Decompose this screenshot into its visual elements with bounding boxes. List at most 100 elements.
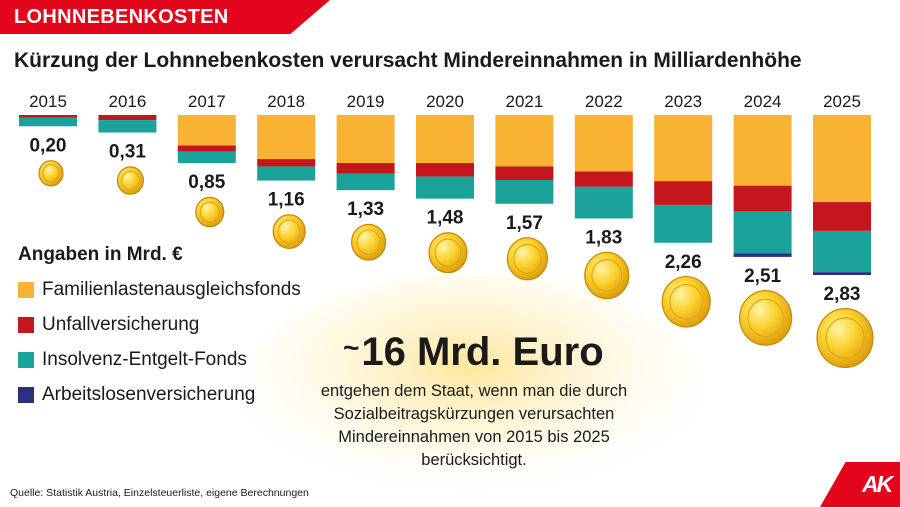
- bar-segment-familienlastenausgleichsfonds: [177, 115, 236, 146]
- bar-segment-unfallversicherung: [813, 202, 871, 231]
- bar-group-2019: 2019 1,33: [336, 92, 395, 261]
- bar-segment-insolvenz-entgelt-fonds: [495, 180, 554, 204]
- ak-logo-text: AK: [862, 471, 893, 497]
- coin-rim: [747, 298, 784, 338]
- bar-segment-insolvenz-entgelt-fonds: [733, 211, 792, 254]
- bar-segment-insolvenz-entgelt-fonds: [813, 230, 871, 273]
- year-label: 2020: [426, 92, 464, 111]
- bar-segment-unfallversicherung: [495, 166, 554, 181]
- bar-group-2022: 2022 1,83: [574, 92, 633, 300]
- bar-segment-insolvenz-entgelt-fonds: [416, 176, 474, 199]
- legend-item-insolvenz-entgelt-fonds: Insolvenz-Entgelt-Fonds: [18, 348, 301, 372]
- bar-segment-unfallversicherung: [416, 163, 474, 177]
- bar-segment-arbeitslosenversicherung: [733, 253, 792, 257]
- bar-segment-familienlastenausgleichsfonds: [257, 115, 316, 160]
- total-label: 2,83: [824, 284, 861, 305]
- legend-title: Angaben in Mrd. €: [18, 244, 183, 265]
- bar-segment-insolvenz-entgelt-fonds: [336, 173, 395, 191]
- summary-glow: [240, 275, 700, 505]
- bar-segment-unfallversicherung: [257, 159, 316, 167]
- legend-label: Arbeitslosenversicherung: [42, 384, 256, 405]
- bar-segment-insolvenz-entgelt-fonds: [574, 186, 633, 219]
- bar-group-2015: 2015 0,20: [19, 92, 77, 187]
- bar-segment-insolvenz-entgelt-fonds: [19, 117, 77, 127]
- bar-segment-familienlastenausgleichsfonds: [495, 115, 554, 167]
- year-label: 2019: [347, 92, 385, 111]
- coin-icon: [816, 308, 874, 369]
- bar-segment-insolvenz-entgelt-fonds: [257, 166, 316, 181]
- bar-segment-familienlastenausgleichsfonds: [336, 115, 395, 164]
- total-label: 0,20: [30, 135, 67, 156]
- total-label: 0,31: [109, 142, 146, 163]
- coin-rim: [513, 243, 542, 274]
- bar-segment-familienlastenausgleichsfonds: [813, 115, 871, 203]
- legend-label: Familienlastenausgleichsfonds: [42, 279, 301, 300]
- bar-group-2016: 2016 0,31: [98, 92, 157, 195]
- bar-segment-unfallversicherung: [336, 163, 395, 174]
- legend-item-familienlastenausgleichsfonds: Familienlastenausgleichsfonds: [18, 278, 301, 302]
- coin-rim: [277, 219, 301, 244]
- ak-logo: AK: [820, 462, 900, 507]
- legend-swatch: [18, 317, 34, 333]
- year-label: 2025: [823, 92, 861, 111]
- coin-icon: [738, 290, 793, 346]
- legend-label: Unfallversicherung: [42, 314, 200, 335]
- coin-rim: [356, 229, 381, 256]
- bar-segment-unfallversicherung: [733, 185, 792, 212]
- total-label: 1,83: [585, 227, 622, 248]
- total-label: 2,51: [744, 266, 781, 287]
- total-label: 1,57: [506, 213, 543, 234]
- bar-segment-unfallversicherung: [574, 171, 633, 187]
- source-note: Quelle: Statistik Austria, Einzelsteuerl…: [10, 487, 309, 499]
- legend-item-arbeitslosenversicherung: Arbeitslosenversicherung: [18, 383, 301, 407]
- bar-segment-familienlastenausgleichsfonds: [416, 115, 474, 164]
- total-label: 1,16: [268, 190, 305, 211]
- year-label: 2024: [744, 92, 782, 111]
- coin-rim: [120, 170, 140, 191]
- bar-group-2021: 2021 1,57: [495, 92, 554, 281]
- legend-swatch: [18, 282, 34, 298]
- bar-group-2025: 2025 2,83: [813, 92, 874, 369]
- bar-group-2017: 2017 0,85: [177, 92, 236, 228]
- bar-segment-insolvenz-entgelt-fonds: [98, 120, 157, 133]
- bar-segment-unfallversicherung: [19, 115, 77, 118]
- summary-tilde: ~: [343, 332, 360, 363]
- topic-tag: LOHNNEBENKOSTEN: [0, 0, 330, 34]
- bar-segment-insolvenz-entgelt-fonds: [177, 151, 236, 164]
- summary-amount: ~16 Mrd. Euro: [343, 330, 604, 375]
- legend-label: Insolvenz-Entgelt-Fonds: [42, 349, 247, 370]
- bar-group-2023: 2023 2,26: [654, 92, 713, 328]
- bar-segment-arbeitslosenversicherung: [813, 272, 871, 275]
- topic-tag-label: LOHNNEBENKOSTEN: [14, 6, 229, 28]
- total-label: 0,85: [188, 172, 225, 193]
- summary-text: entgehen dem Staat, wenn man die durch S…: [320, 382, 628, 469]
- bar-segment-familienlastenausgleichsfonds: [654, 115, 713, 182]
- total-label: 2,26: [665, 252, 702, 273]
- bar-segment-unfallversicherung: [654, 181, 713, 205]
- legend-swatch: [18, 387, 34, 403]
- coin-rim: [825, 317, 865, 359]
- coin-rim: [42, 164, 60, 183]
- bar-group-2018: 2018 1,16: [257, 92, 316, 249]
- legend-item-unfallversicherung: Unfallversicherung: [18, 313, 301, 337]
- bar-group-2020: 2020 1,48: [416, 92, 474, 274]
- bar-group-2024: 2024 2,51: [733, 92, 793, 346]
- year-label: 2017: [188, 92, 226, 111]
- year-label: 2018: [267, 92, 305, 111]
- coin-rim: [434, 238, 462, 267]
- bar-segment-familienlastenausgleichsfonds: [733, 115, 792, 186]
- legend: Angaben in Mrd. € Familienlastenausgleic…: [18, 244, 301, 418]
- year-label: 2022: [585, 92, 623, 111]
- legend-swatch: [18, 352, 34, 368]
- bar-segment-familienlastenausgleichsfonds: [574, 115, 633, 172]
- year-label: 2015: [29, 92, 67, 111]
- year-label: 2023: [664, 92, 702, 111]
- summary-amount-text: 16 Mrd. Euro: [361, 330, 604, 374]
- total-label: 1,48: [427, 208, 464, 229]
- coin-rim: [591, 259, 623, 292]
- bar-segment-insolvenz-entgelt-fonds: [654, 204, 713, 243]
- bar-segment-unfallversicherung: [98, 115, 157, 121]
- bar-segment-unfallversicherung: [177, 145, 236, 152]
- coin-rim: [669, 283, 704, 320]
